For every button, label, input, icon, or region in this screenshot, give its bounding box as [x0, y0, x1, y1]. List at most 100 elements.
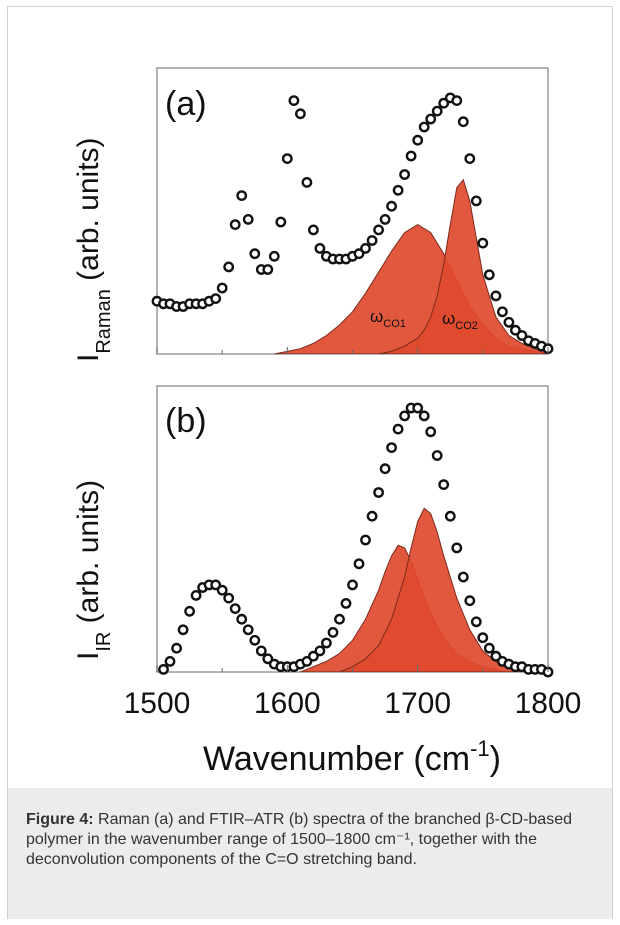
panel-a-data-point: [477, 237, 489, 249]
figure-caption: Figure 4: Raman (a) and FTIR–ATR (b) spe…: [8, 788, 612, 919]
panel-b-data-point: [158, 664, 169, 675]
panel-b-frame: [156, 385, 549, 673]
panel-a-data-point: [451, 95, 463, 107]
panel-a-component-2: [378, 178, 548, 354]
x-tick-label-1500: 1500: [124, 687, 191, 720]
panel-b-data-point: [360, 534, 371, 546]
panel-b-data-point: [340, 598, 352, 609]
panel-a-data-point: [399, 169, 410, 180]
panel-b-data-point: [444, 510, 456, 522]
panel-a-data-point: [366, 235, 378, 246]
panel-a-data-point: [516, 330, 528, 341]
component-label-co1: ωCO1: [370, 307, 406, 330]
panel-a-data-point: [405, 150, 417, 162]
panel-b-data-point: [210, 579, 222, 591]
x-tick-label-1800: 1800: [515, 687, 582, 720]
panel-b-data-point: [262, 653, 274, 665]
panel-b-ylabel: IIR (arb. units): [72, 480, 115, 660]
panel-b-data-point: [431, 450, 443, 461]
caption-text: Raman (a) and FTIR–ATR (b) spectra of th…: [26, 811, 572, 868]
panel-a-data-point: [496, 306, 508, 318]
panel-a-data-point: [490, 290, 502, 302]
x-tick-label-1700: 1700: [384, 687, 451, 720]
panel-a-data-point: [281, 153, 293, 165]
panel-b-data-point: [425, 426, 437, 438]
panel-a-data-point: [503, 316, 515, 328]
panel-a-data-point: [464, 153, 476, 165]
panel-b-data-point: [242, 624, 254, 636]
panel-a-data-point: [457, 116, 469, 128]
panel-a-data-point: [412, 134, 424, 146]
panel-a-data-point: [216, 282, 228, 294]
panel-b-data-point: [373, 487, 384, 498]
x-axis-title: Wavenumber (cm-1): [203, 736, 501, 778]
panel-b-data-point: [216, 584, 228, 596]
figure-frame: [7, 6, 613, 919]
panel-b-data-point: [366, 510, 378, 522]
panel-a-data-point: [386, 200, 397, 212]
panel-a-data-point: [379, 213, 391, 225]
panel-b-data-point: [171, 642, 183, 654]
panel-a-data-point: [392, 184, 404, 196]
panel-a-components: [274, 178, 548, 354]
panel-a-ticks: [156, 347, 549, 354]
figure-chart: (a) ωCO1 ωCO2 IRaman (arb. units) (b) II…: [72, 67, 582, 778]
panel-b-data-point: [477, 632, 489, 644]
panel-b-data-point: [190, 590, 202, 601]
panel-b-data-point: [320, 637, 332, 649]
panel-b-data-point: [457, 571, 469, 583]
panel-b-data-point: [464, 595, 476, 607]
panel-b-data-point: [386, 442, 397, 453]
panel-a-ylabel: IRaman (arb. units): [72, 137, 115, 362]
panel-a-markers: [151, 92, 554, 355]
panel-a-data-point: [301, 176, 313, 188]
panel-a-data-point: [268, 250, 280, 262]
panel-b-label: (b): [165, 402, 207, 440]
panel-b-data-point: [164, 656, 176, 667]
panel-a-data-point: [210, 293, 222, 304]
panel-b-data-point: [470, 616, 482, 628]
panel-a-data-point: [249, 248, 261, 260]
panel-a-data-point: [418, 121, 430, 133]
panel-b-data-point: [223, 592, 235, 604]
component-label-co2: ωCO2: [442, 309, 478, 332]
panel-b-data-point: [249, 634, 261, 646]
panel-b-data-point: [327, 627, 339, 638]
panel-b-data-point: [177, 624, 189, 636]
panel-b-data-point: [255, 645, 267, 657]
panel-a-data-point: [242, 213, 254, 225]
panel-b-data-point: [379, 463, 391, 475]
panel-b-data-point: [307, 650, 319, 662]
panel-a: (a) ωCO1 ωCO2 IRaman (arb. units): [72, 67, 554, 362]
panel-b: (b) IIR (arb. units): [72, 385, 554, 678]
panel-a-data-point: [373, 224, 384, 236]
panel-b-data-point: [334, 613, 345, 625]
panel-b-data-point: [451, 542, 463, 554]
panel-b-data-point: [229, 603, 241, 614]
panel-a-data-point: [229, 219, 241, 231]
panel-a-data-point: [236, 190, 248, 202]
panel-a-data-point: [483, 269, 495, 281]
panel-b-data-point: [347, 579, 358, 591]
panel-b-data-point: [236, 613, 248, 625]
panel-a-data-point: [353, 248, 365, 260]
panel-a-data-point: [307, 224, 319, 236]
panel-a-data-point: [223, 261, 235, 273]
panel-b-data-point: [399, 410, 410, 422]
panel-a-data-point: [425, 113, 437, 125]
panel-a-data-point: [288, 95, 300, 107]
panel-b-ticks: [156, 665, 549, 672]
x-tick-label-1600: 1600: [254, 687, 321, 720]
panel-b-data-point: [418, 410, 430, 422]
panel-a-label: (a): [165, 85, 207, 123]
panel-a-data-point: [510, 324, 521, 336]
panel-a-data-point: [438, 97, 450, 109]
panel-a-data-point: [262, 264, 274, 275]
panel-b-data-point: [412, 402, 424, 414]
panel-b-data-point: [483, 642, 495, 654]
panel-a-data-point: [431, 105, 443, 117]
panel-a-data-point: [275, 216, 287, 228]
panel-a-data-point: [470, 195, 482, 207]
caption-label: Figure 4:: [26, 811, 94, 828]
panel-b-data-point: [184, 605, 196, 617]
